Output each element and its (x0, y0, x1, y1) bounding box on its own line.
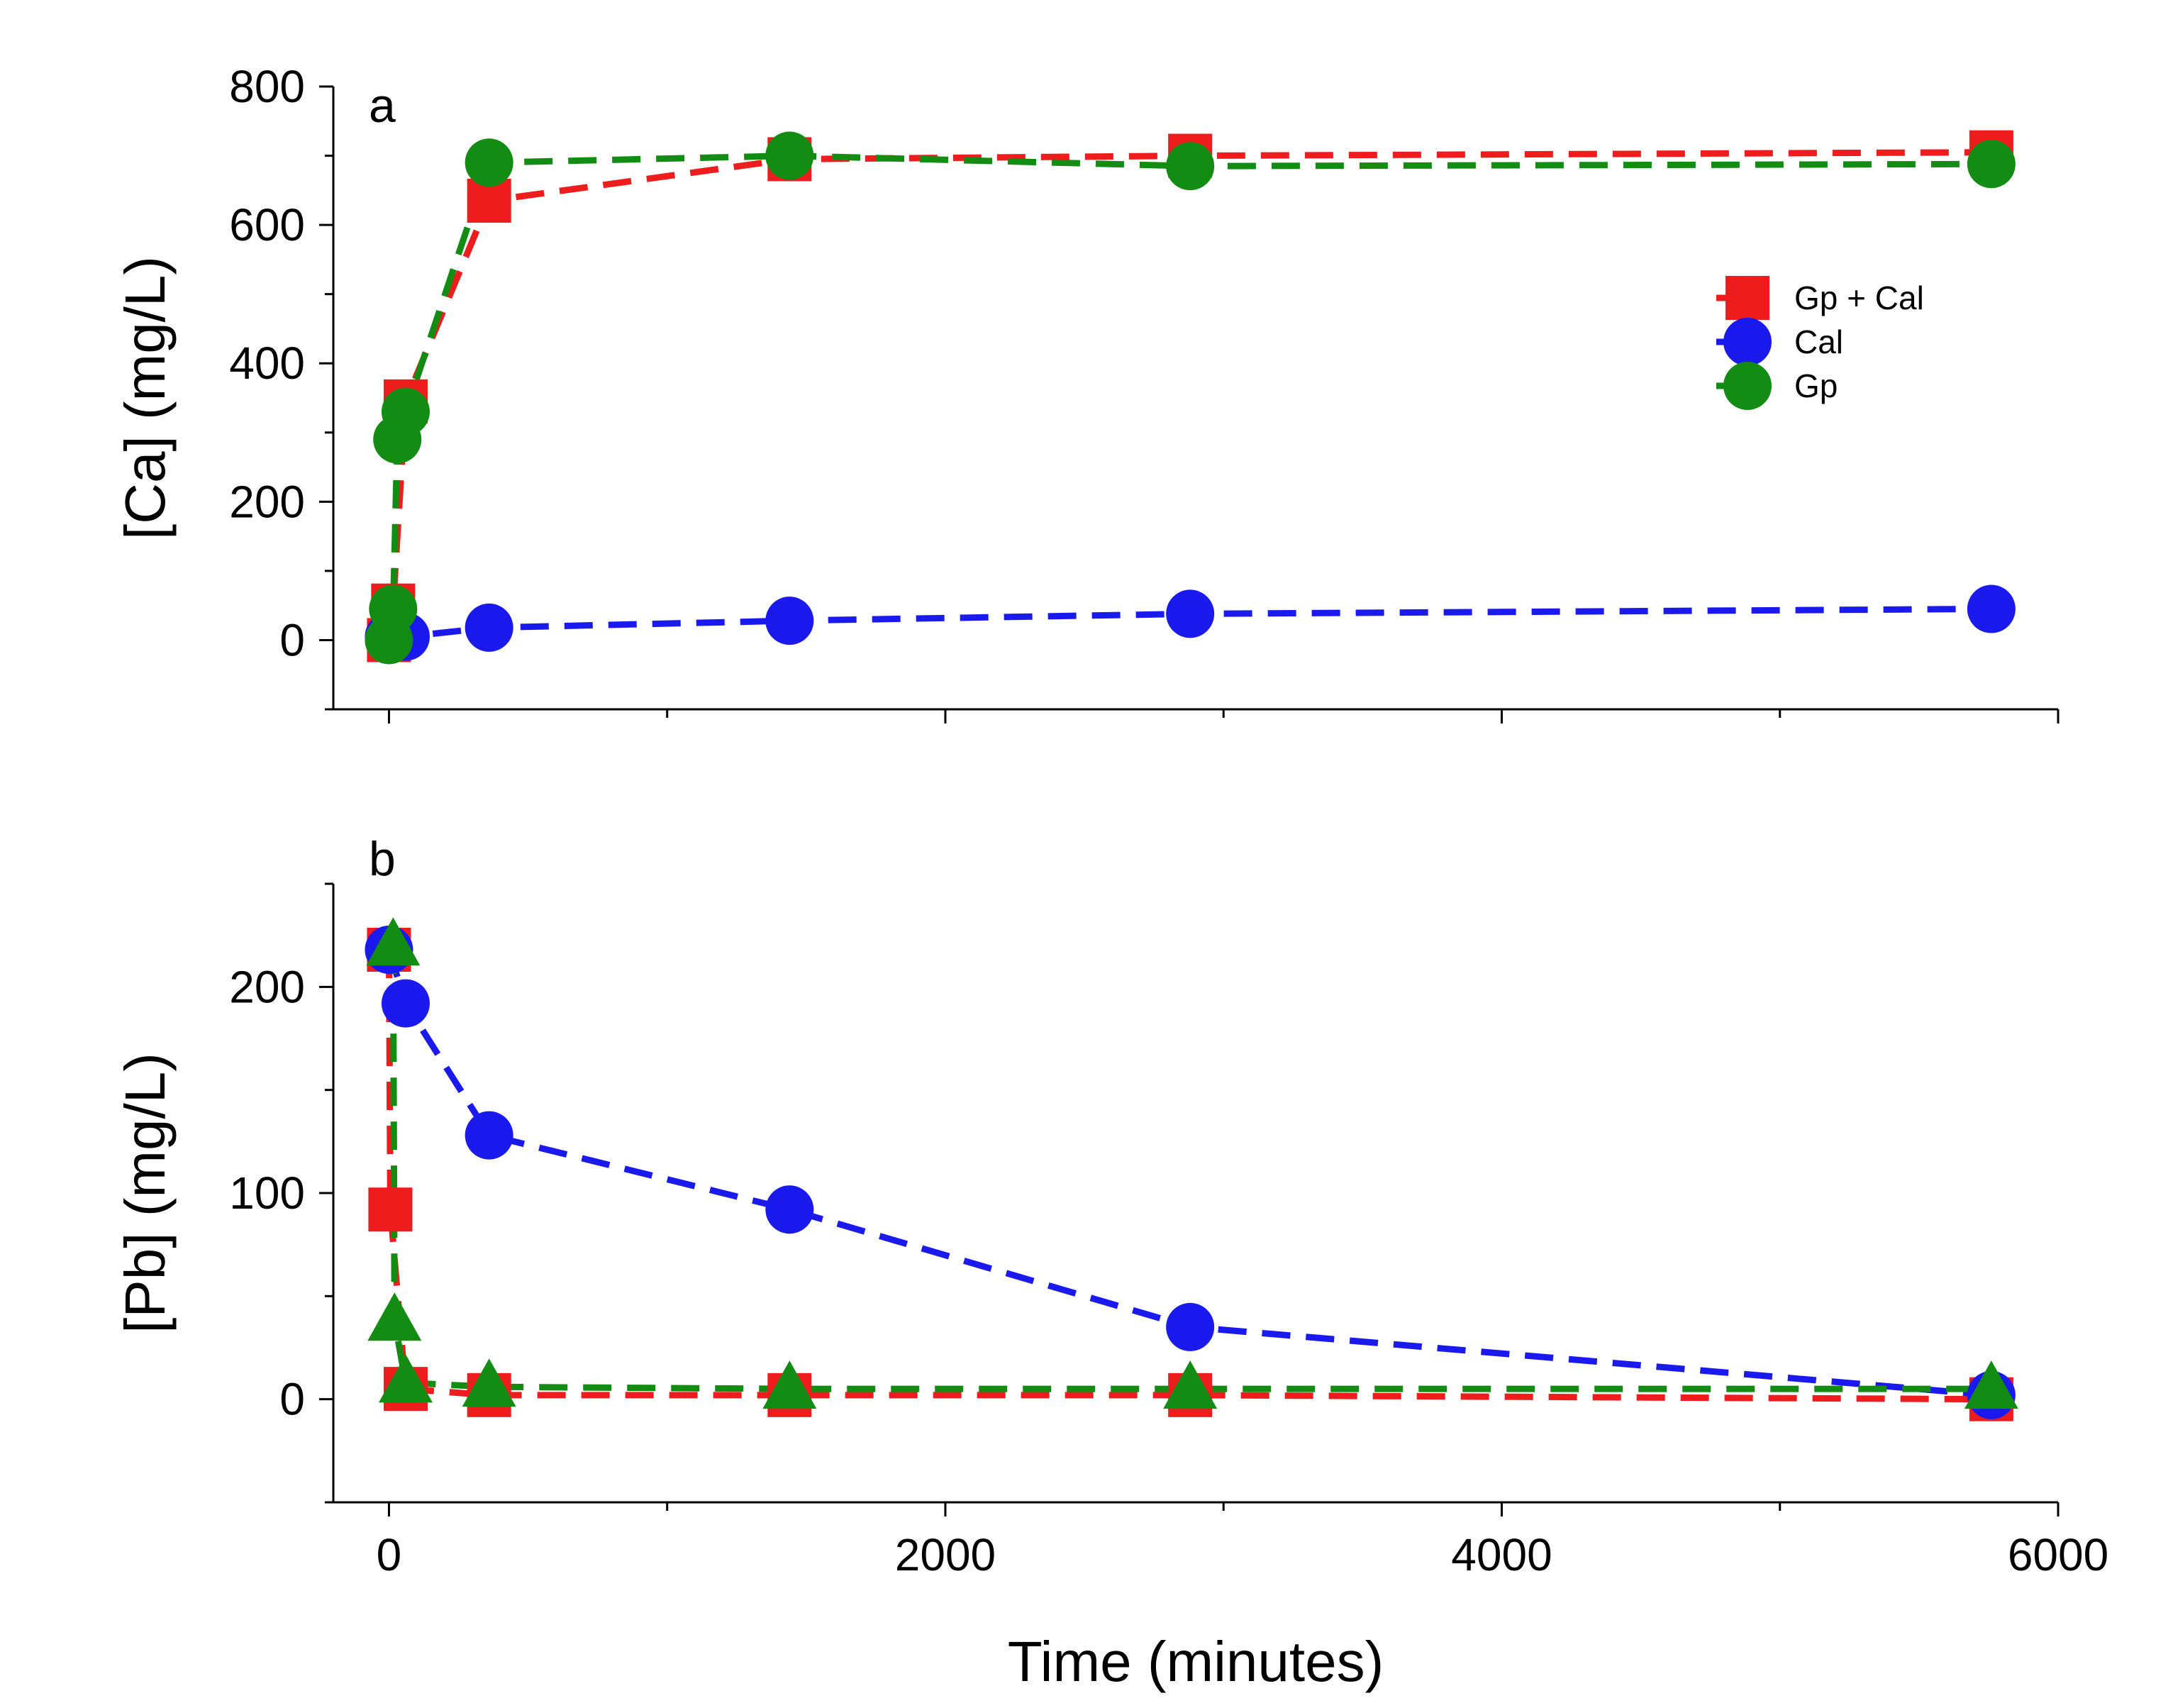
panel-a-label: a (369, 79, 396, 133)
data-point-gp (378, 1354, 433, 1403)
panel-b-y-axis-label: [Pb] (mg/L) (113, 1053, 177, 1333)
legend-label: Cal (1794, 323, 1843, 360)
y-tick-label: 200 (229, 476, 305, 527)
legend-marker (1723, 362, 1772, 410)
data-point-gp (765, 131, 814, 180)
panel-a-y-axis-label: [Ca] (mg/L) (113, 256, 177, 540)
data-point-gp (381, 387, 430, 436)
y-tick-label: 400 (229, 338, 305, 389)
legend-label: Gp (1794, 367, 1838, 404)
panel-b-x-ticks: 0 2000 4000 6000 (377, 1502, 2108, 1580)
data-point-gp (1967, 140, 2016, 189)
x-tick-label: 4000 (1451, 1529, 1552, 1580)
y-tick-label: 100 (229, 1168, 305, 1219)
panel-a-y-ticks: 0 200 400 600 800 (229, 61, 333, 711)
y-tick-label: 600 (229, 199, 305, 250)
data-point-cal (1967, 584, 2016, 633)
panel-a-plot-area (365, 130, 2016, 665)
y-tick-label: 200 (229, 961, 305, 1012)
data-point-gp (462, 1358, 516, 1407)
data-point-gp (465, 138, 513, 187)
data-point-cal (1166, 589, 1215, 638)
data-point-gp (1166, 142, 1215, 191)
panel-b-plot-area (365, 917, 2018, 1421)
data-point-cal (1166, 1302, 1215, 1351)
data-point-gp (366, 917, 421, 966)
x-axis-title: Time (minutes) (1008, 1630, 1384, 1693)
data-point-cal (465, 1111, 513, 1160)
data-point-gp (1163, 1360, 1218, 1409)
data-point-gp (367, 1292, 422, 1341)
data-point-cal (381, 979, 430, 1028)
legend-label: Gp + Cal (1794, 279, 1924, 316)
y-tick-label: 800 (229, 61, 305, 112)
x-tick-label: 6000 (2008, 1529, 2108, 1580)
y-tick-label: 0 (279, 1374, 305, 1425)
data-point-cal (765, 1185, 814, 1234)
data-point-gp (369, 584, 418, 633)
panel-b-y-ticks: 0 100 200 (229, 882, 333, 1504)
data-point-gp-cal (368, 1187, 413, 1232)
data-point-gp (1964, 1360, 2018, 1409)
y-tick-label: 0 (279, 614, 305, 665)
panel-b-label: b (369, 832, 396, 886)
panel-a-axes (332, 87, 2058, 711)
x-tick-label: 2000 (895, 1529, 996, 1580)
data-point-cal (465, 603, 513, 652)
x-tick-label: 0 (377, 1529, 402, 1580)
legend: Gp + Cal Cal Gp (1716, 276, 1924, 410)
legend-marker (1723, 318, 1772, 366)
data-point-cal (765, 597, 814, 645)
panel-a-x-ticks (387, 709, 2060, 723)
series-line-gp (386, 152, 1991, 640)
legend-marker (1725, 276, 1769, 320)
data-point-gp (762, 1360, 817, 1409)
panel-b: 0 100 200 0 2000 4000 6000 b [Pb] (mg/L) Time… (113, 832, 2108, 1693)
